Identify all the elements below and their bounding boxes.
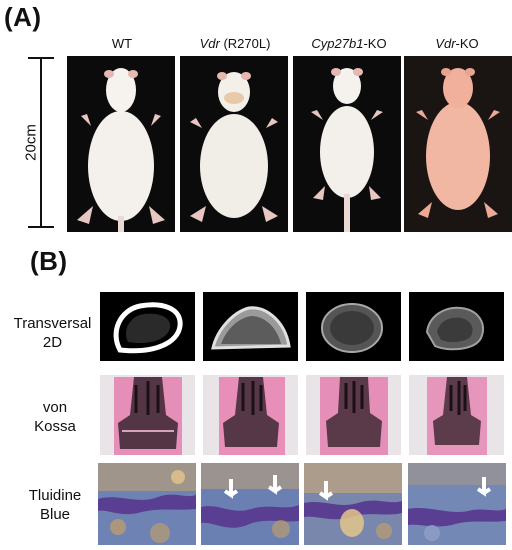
panel-b-label: (B) xyxy=(30,246,68,276)
von-kossa-image-vdr-ko xyxy=(409,375,504,455)
mouse-photo-vdr-r270l xyxy=(180,56,288,232)
scale-bar-label: 20cm xyxy=(22,124,40,161)
toluidine-blue-image-wt xyxy=(98,463,196,545)
scale-bar-bottom-cap xyxy=(28,226,54,228)
column-title-vdr-r270l: Vdr (R270L) xyxy=(199,36,271,51)
ct-image-wt xyxy=(100,292,195,361)
von-kossa-image-cyp27b1-ko xyxy=(306,375,401,455)
toluidine-blue-image-cyp27b1-ko xyxy=(304,463,402,545)
column-title-wt: WT xyxy=(111,36,133,51)
row-label-transversal-2d: Transversal 2D xyxy=(13,315,92,351)
column-title-vdr-ko: Vdr-KO xyxy=(435,36,479,51)
mouse-photo-vdr-ko xyxy=(404,56,512,232)
arrow-icon xyxy=(223,479,239,499)
mouse-photo-cyp27b1-ko xyxy=(293,56,401,232)
scale-bar xyxy=(40,58,42,227)
ct-image-cyp27b1-ko xyxy=(306,292,401,361)
row-label-toluidine-blue: Tluidine Blue xyxy=(28,487,82,523)
ct-image-vdr-r270l xyxy=(203,292,298,361)
panel-a-label: (A) xyxy=(4,2,42,32)
toluidine-blue-image-vdr-ko xyxy=(408,463,506,545)
row-label-von-kossa: von Kossa xyxy=(34,399,76,435)
ct-image-vdr-ko xyxy=(409,292,504,361)
von-kossa-image-wt xyxy=(100,375,195,455)
column-title-cyp27b1-ko: Cyp27b1-KO xyxy=(311,36,387,51)
toluidine-blue-image-vdr-r270l xyxy=(201,463,299,545)
von-kossa-image-vdr-r270l xyxy=(203,375,298,455)
mouse-photo-wt xyxy=(67,56,175,232)
